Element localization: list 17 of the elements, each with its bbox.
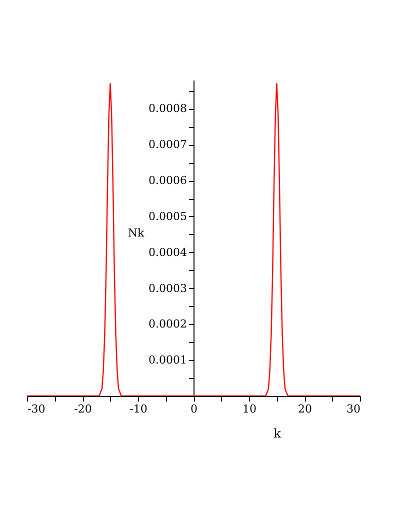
y-tick-label: 0.0002 [148,318,187,331]
x-tick-label: -10 [130,402,148,416]
x-axis-title: k [274,426,282,440]
x-tick-label: 30 [346,402,360,416]
x-tick-label: 0 [190,402,198,416]
y-tick-label: 0.0005 [148,210,187,223]
y-tick-label: 0.0006 [148,174,187,188]
x-tick-label: 20 [298,402,312,416]
y-tick-label: 0.0003 [148,282,187,295]
y-tick-label: 0.0001 [148,354,187,367]
y-tick-label: 0.0004 [148,246,187,259]
y-tick-label: 0.0008 [148,102,187,116]
x-tick-label: -30 [28,402,46,416]
y-axis-title: Nk [128,226,144,240]
y-tick-label: 0.0007 [148,138,187,152]
x-tick-label: 10 [242,402,256,416]
x-tick-label: -20 [74,402,92,416]
